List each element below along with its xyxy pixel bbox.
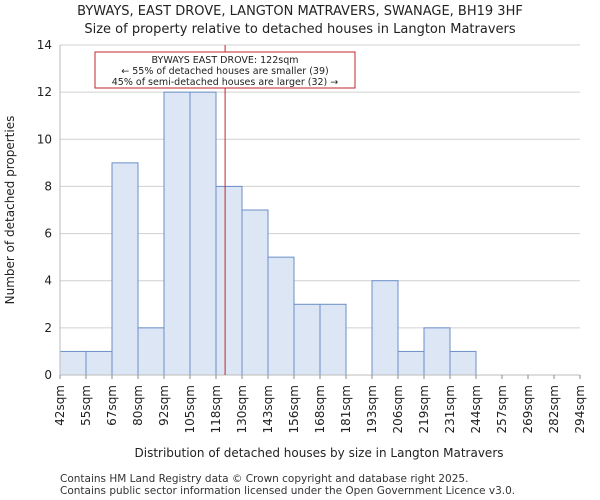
footer-copyright: Contains HM Land Registry data © Crown c… <box>60 473 469 485</box>
x-tick-label: 42sqm <box>53 385 67 426</box>
x-tick-label: 130sqm <box>235 385 249 433</box>
footer-licence: Contains public sector information licen… <box>60 485 516 497</box>
histogram-bar <box>137 327 165 376</box>
histogram-bar <box>267 256 295 376</box>
x-tick-label: 231sqm <box>443 385 457 433</box>
x-tick-label: 80sqm <box>131 385 145 426</box>
histogram-bar <box>371 280 399 376</box>
histogram-bar <box>85 350 113 376</box>
x-tick-label: 269sqm <box>521 385 535 433</box>
y-tick-label: 4 <box>44 274 52 288</box>
y-tick-label: 14 <box>37 38 52 52</box>
annotation-layer: BYWAYS EAST DROVE: 122sqm← 55% of detach… <box>94 51 356 89</box>
x-tick-label: 282sqm <box>547 385 561 433</box>
histogram-bar <box>189 91 217 376</box>
x-tick-label: 294sqm <box>573 385 587 433</box>
x-tick-label: 105sqm <box>183 385 197 433</box>
chart-title: BYWAYS, EAST DROVE, LANGTON MATRAVERS, S… <box>77 4 523 19</box>
histogram-bar <box>163 91 191 376</box>
histogram-bar <box>449 350 477 376</box>
x-tick-label: 118sqm <box>209 385 223 433</box>
bars-layer <box>59 91 477 376</box>
histogram-bar <box>423 327 451 376</box>
histogram-bar <box>241 209 269 376</box>
x-tick-label: 168sqm <box>313 385 327 433</box>
x-tick-label: 244sqm <box>469 385 483 433</box>
histogram-bar <box>397 350 425 376</box>
x-tick-label: 156sqm <box>287 385 301 433</box>
x-tick-label: 193sqm <box>365 385 379 433</box>
annotation-line: 45% of semi-detached houses are larger (… <box>112 77 339 88</box>
annotation-line: ← 55% of detached houses are smaller (39… <box>121 66 328 77</box>
histogram-bar <box>293 303 321 376</box>
annotation-line: BYWAYS EAST DROVE: 122sqm <box>152 55 299 66</box>
y-tick-label: 10 <box>37 132 52 146</box>
histogram-bar <box>59 350 87 376</box>
x-tick-label: 206sqm <box>391 385 405 433</box>
histogram-bar <box>215 185 243 376</box>
y-tick-label: 2 <box>44 321 52 335</box>
y-axis-label: Number of detached properties <box>3 116 17 305</box>
x-tick-label: 67sqm <box>105 385 119 426</box>
x-tick-label: 92sqm <box>157 385 171 426</box>
x-axis-label: Distribution of detached houses by size … <box>135 446 504 460</box>
x-tick-label: 181sqm <box>339 385 353 433</box>
chart-subtitle: Size of property relative to detached ho… <box>84 22 516 37</box>
y-tick-label: 8 <box>44 179 52 193</box>
x-tick-label: 257sqm <box>495 385 509 433</box>
x-tick-label: 143sqm <box>261 385 275 433</box>
y-tick-label: 6 <box>44 227 52 241</box>
histogram-bar <box>319 303 347 376</box>
annotation-box <box>94 51 356 89</box>
x-tick-label: 55sqm <box>79 385 93 426</box>
x-tick-label: 219sqm <box>417 385 431 433</box>
y-tick-label: 0 <box>44 368 52 382</box>
y-tick-label: 12 <box>37 85 52 99</box>
histogram-bar <box>111 162 139 376</box>
axes-layer: 0 2 4 6 8 10 12 14 42sqm 55sqm 67sqm 80sqm 92sqm 105s… <box>37 38 587 433</box>
